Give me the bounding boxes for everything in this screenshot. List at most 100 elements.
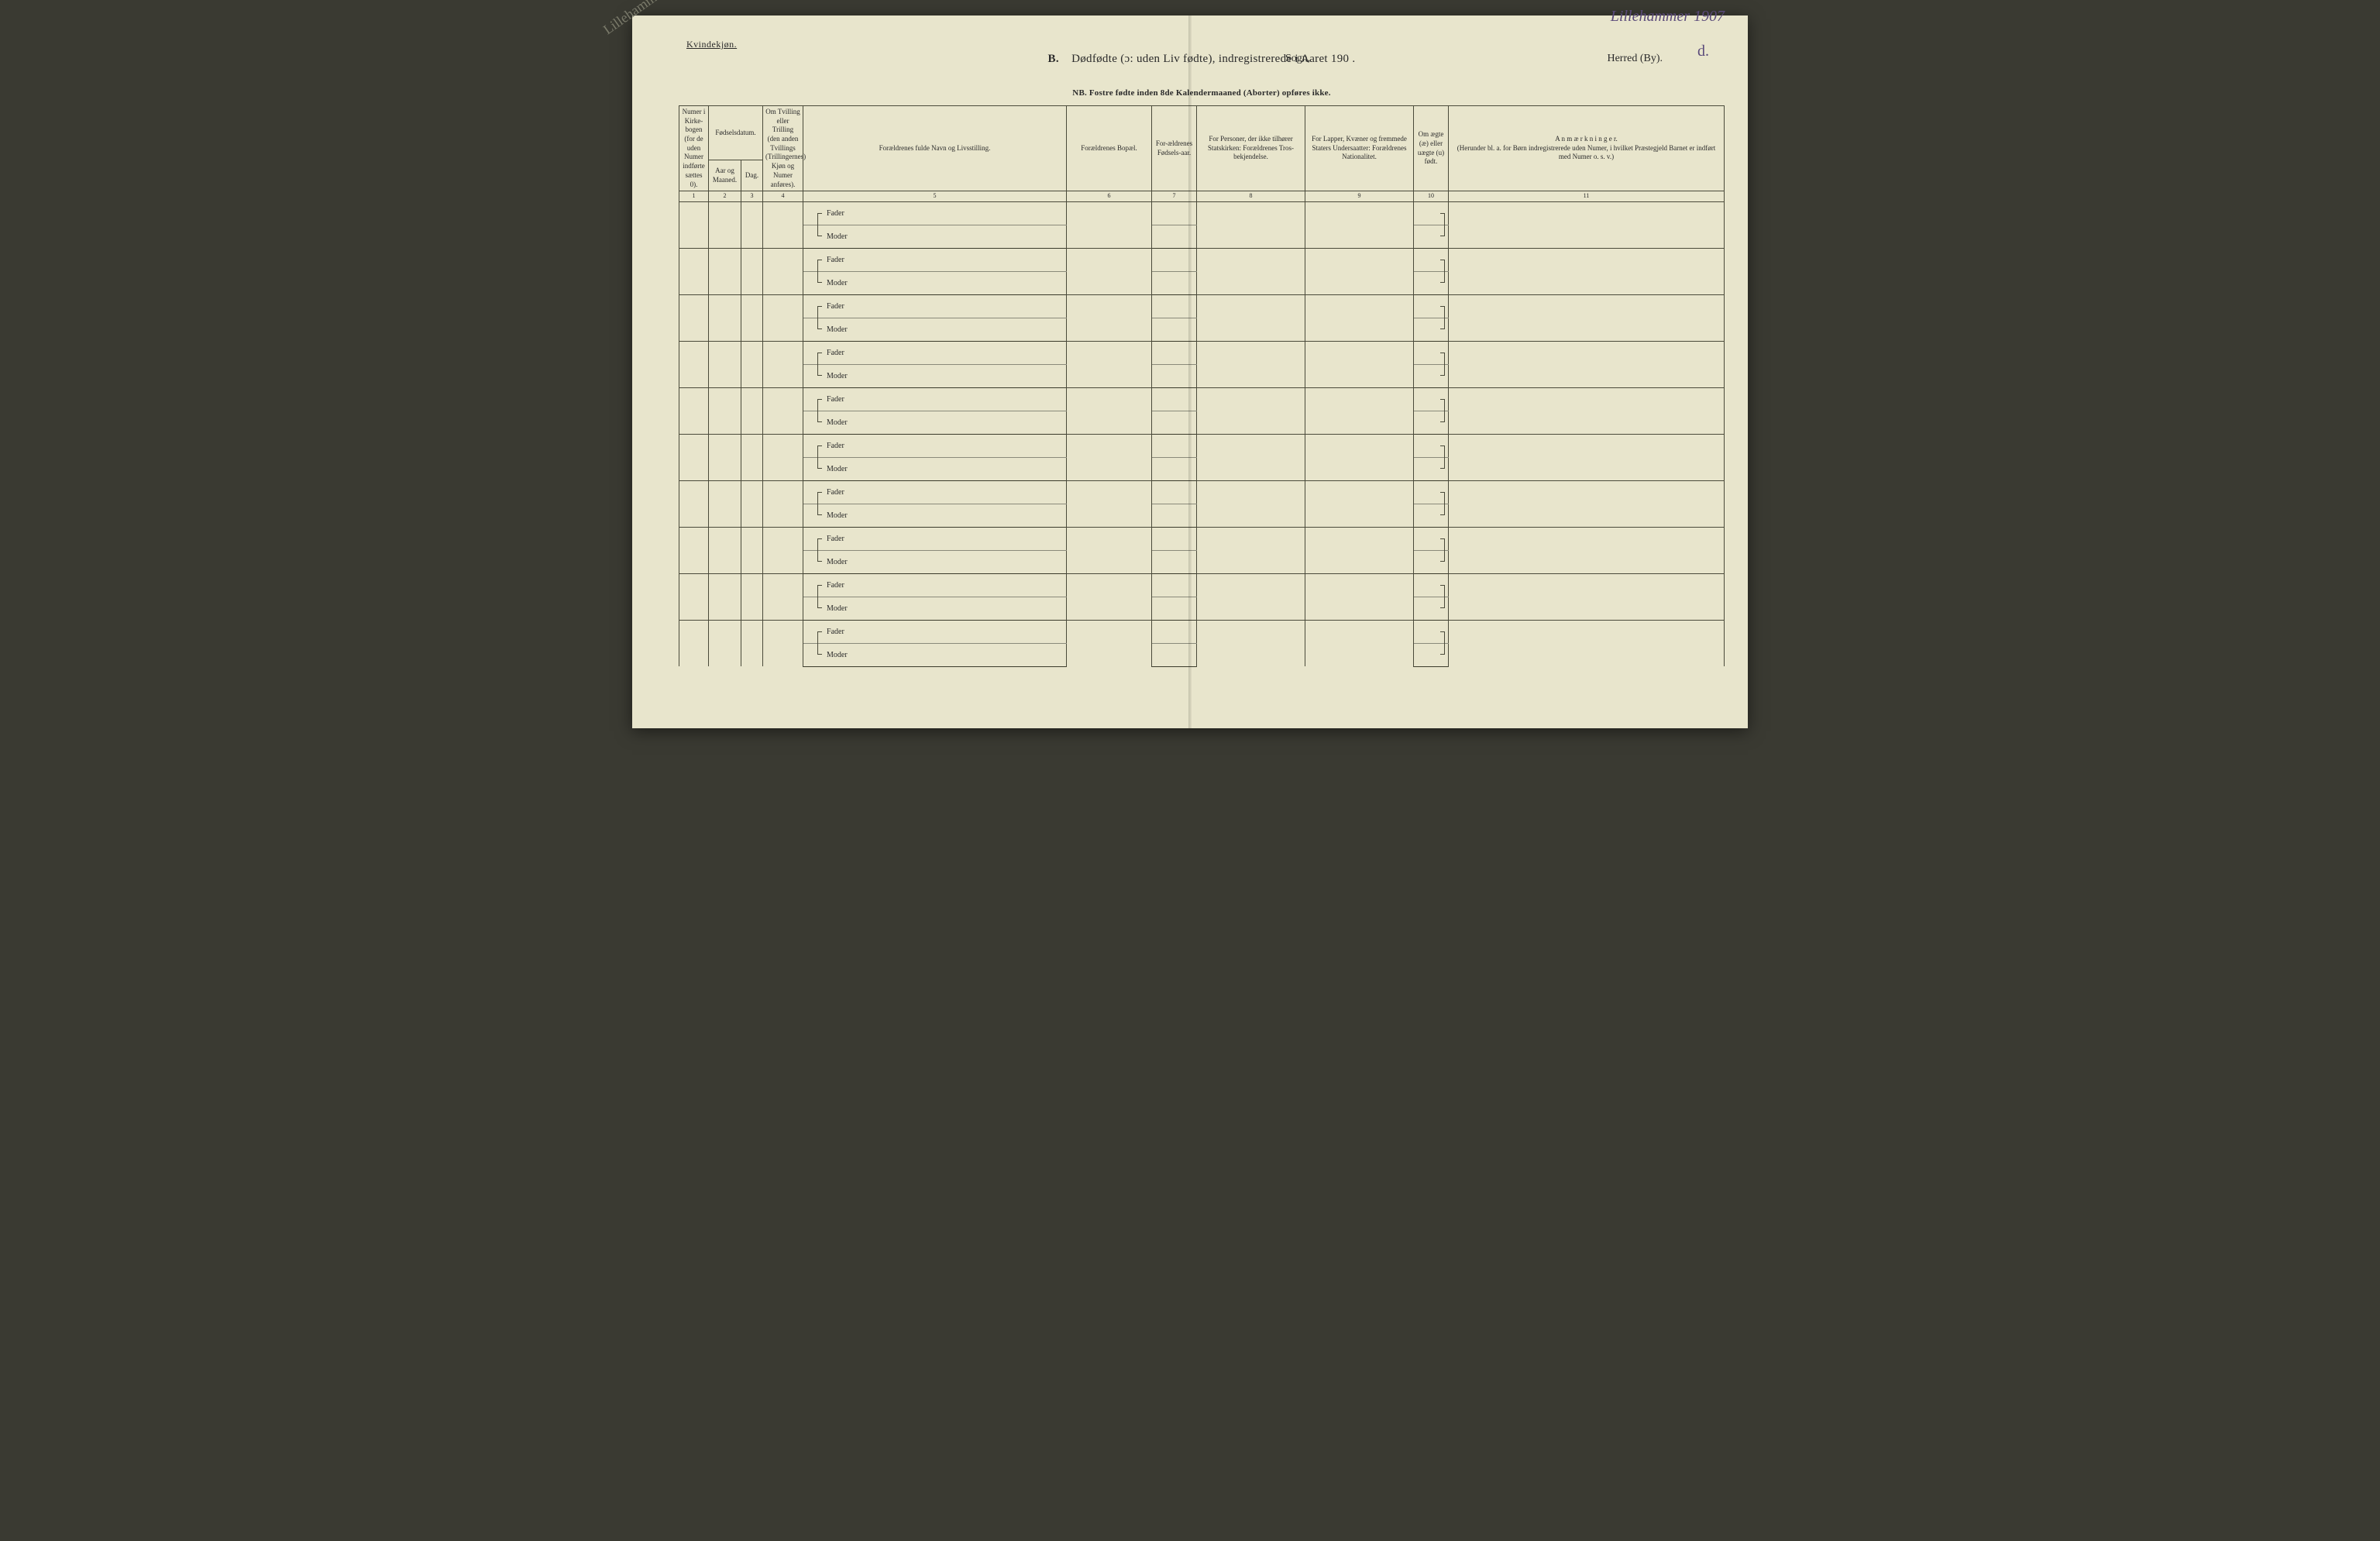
cell-number bbox=[679, 387, 709, 434]
cell-confession bbox=[1197, 387, 1305, 434]
cell-father-name: Fader bbox=[803, 480, 1067, 504]
cell-year-month bbox=[709, 620, 741, 666]
cell-mother-name: Moder bbox=[803, 643, 1067, 666]
herred-label: Herred (By). bbox=[1607, 53, 1663, 65]
cell-twin bbox=[763, 434, 803, 480]
cell-remarks bbox=[1449, 434, 1725, 480]
cell-confession bbox=[1197, 480, 1305, 527]
cell-twin bbox=[763, 294, 803, 341]
cell-legitimacy bbox=[1414, 318, 1449, 341]
cell-year-month bbox=[709, 248, 741, 294]
cell-legitimacy bbox=[1414, 504, 1449, 527]
cell-nationality bbox=[1305, 527, 1414, 573]
cell-confession bbox=[1197, 294, 1305, 341]
table-row: Fader bbox=[679, 480, 1725, 504]
cell-twin bbox=[763, 341, 803, 387]
cell-legitimacy bbox=[1414, 294, 1449, 318]
cell-mother-name: Moder bbox=[803, 597, 1067, 620]
cell-mother-name: Moder bbox=[803, 504, 1067, 527]
cell-nationality bbox=[1305, 387, 1414, 434]
cell-day bbox=[741, 434, 763, 480]
title-dot: . bbox=[1352, 53, 1355, 65]
cell-remarks bbox=[1449, 480, 1725, 527]
col-header-parents-name: Forældrenes fulde Navn og Livsstilling. bbox=[803, 106, 1067, 191]
cell-day bbox=[741, 573, 763, 620]
handwriting-side: Lillehammer bbox=[600, 0, 669, 38]
col-header-confession: For Personer, der ikke tilhører Statskir… bbox=[1197, 106, 1305, 191]
cell-nationality bbox=[1305, 341, 1414, 387]
cell-confession bbox=[1197, 341, 1305, 387]
cell-twin bbox=[763, 248, 803, 294]
cell-mother-name: Moder bbox=[803, 457, 1067, 480]
colnum: 1 bbox=[679, 191, 709, 201]
cell-residence bbox=[1067, 387, 1152, 434]
colnum: 2 bbox=[709, 191, 741, 201]
cell-confession bbox=[1197, 573, 1305, 620]
cell-number bbox=[679, 573, 709, 620]
cell-residence bbox=[1067, 620, 1152, 666]
cell-father-name: Fader bbox=[803, 341, 1067, 364]
table-row: Fader bbox=[679, 201, 1725, 225]
cell-residence bbox=[1067, 294, 1152, 341]
col-header-twin: Om Tvilling eller Trilling (den anden Tv… bbox=[763, 106, 803, 191]
cell-twin bbox=[763, 573, 803, 620]
col-header-remarks: A n m æ r k n i n g e r. (Herunder bl. a… bbox=[1449, 106, 1725, 191]
cell-number bbox=[679, 620, 709, 666]
remarks-sub: (Herunder bl. a. for Børn indregistrered… bbox=[1457, 144, 1716, 161]
cell-father-name: Fader bbox=[803, 294, 1067, 318]
cell-mother-name: Moder bbox=[803, 550, 1067, 573]
cell-remarks bbox=[1449, 387, 1725, 434]
cell-legitimacy bbox=[1414, 248, 1449, 271]
cell-legitimacy bbox=[1414, 480, 1449, 504]
table-row: Fader bbox=[679, 527, 1725, 550]
cell-nationality bbox=[1305, 620, 1414, 666]
cell-legitimacy bbox=[1414, 225, 1449, 248]
colnum: 6 bbox=[1067, 191, 1152, 201]
cell-father-name: Fader bbox=[803, 248, 1067, 271]
cell-remarks bbox=[1449, 201, 1725, 248]
cell-legitimacy bbox=[1414, 201, 1449, 225]
cell-day bbox=[741, 201, 763, 248]
book-fold bbox=[1188, 15, 1192, 728]
cell-nationality bbox=[1305, 480, 1414, 527]
cell-year-month bbox=[709, 387, 741, 434]
col-header-nationality: For Lapper, Kvæner og fremmede Staters U… bbox=[1305, 106, 1414, 191]
cell-number bbox=[679, 341, 709, 387]
cell-legitimacy bbox=[1414, 387, 1449, 411]
colnum: 11 bbox=[1449, 191, 1725, 201]
cell-remarks bbox=[1449, 294, 1725, 341]
sogn-label: Sogn, bbox=[1285, 53, 1310, 65]
cell-legitimacy bbox=[1414, 457, 1449, 480]
cell-nationality bbox=[1305, 248, 1414, 294]
col-header-number: Numer i Kirke-bogen (for de uden Numer i… bbox=[679, 106, 709, 191]
cell-day bbox=[741, 248, 763, 294]
cell-residence bbox=[1067, 480, 1152, 527]
cell-nationality bbox=[1305, 573, 1414, 620]
cell-legitimacy bbox=[1414, 527, 1449, 550]
cell-remarks bbox=[1449, 573, 1725, 620]
cell-number bbox=[679, 248, 709, 294]
cell-day bbox=[741, 387, 763, 434]
cell-father-name: Fader bbox=[803, 527, 1067, 550]
table-row: Fader bbox=[679, 387, 1725, 411]
cell-number bbox=[679, 294, 709, 341]
cell-father-name: Fader bbox=[803, 620, 1067, 643]
cell-number bbox=[679, 434, 709, 480]
cell-day bbox=[741, 341, 763, 387]
ledger-table: Numer i Kirke-bogen (for de uden Numer i… bbox=[679, 105, 1725, 667]
cell-father-name: Fader bbox=[803, 201, 1067, 225]
cell-year-month bbox=[709, 434, 741, 480]
colnum: 3 bbox=[741, 191, 763, 201]
cell-mother-name: Moder bbox=[803, 318, 1067, 341]
handwriting-top: Lillehammer 1907 bbox=[1611, 8, 1725, 26]
table-row: Fader bbox=[679, 573, 1725, 597]
cell-legitimacy bbox=[1414, 341, 1449, 364]
cell-legitimacy bbox=[1414, 411, 1449, 434]
cell-confession bbox=[1197, 201, 1305, 248]
cell-residence bbox=[1067, 434, 1152, 480]
colnum: 4 bbox=[763, 191, 803, 201]
cell-number bbox=[679, 527, 709, 573]
cell-nationality bbox=[1305, 201, 1414, 248]
cell-legitimacy bbox=[1414, 271, 1449, 294]
cell-confession bbox=[1197, 620, 1305, 666]
